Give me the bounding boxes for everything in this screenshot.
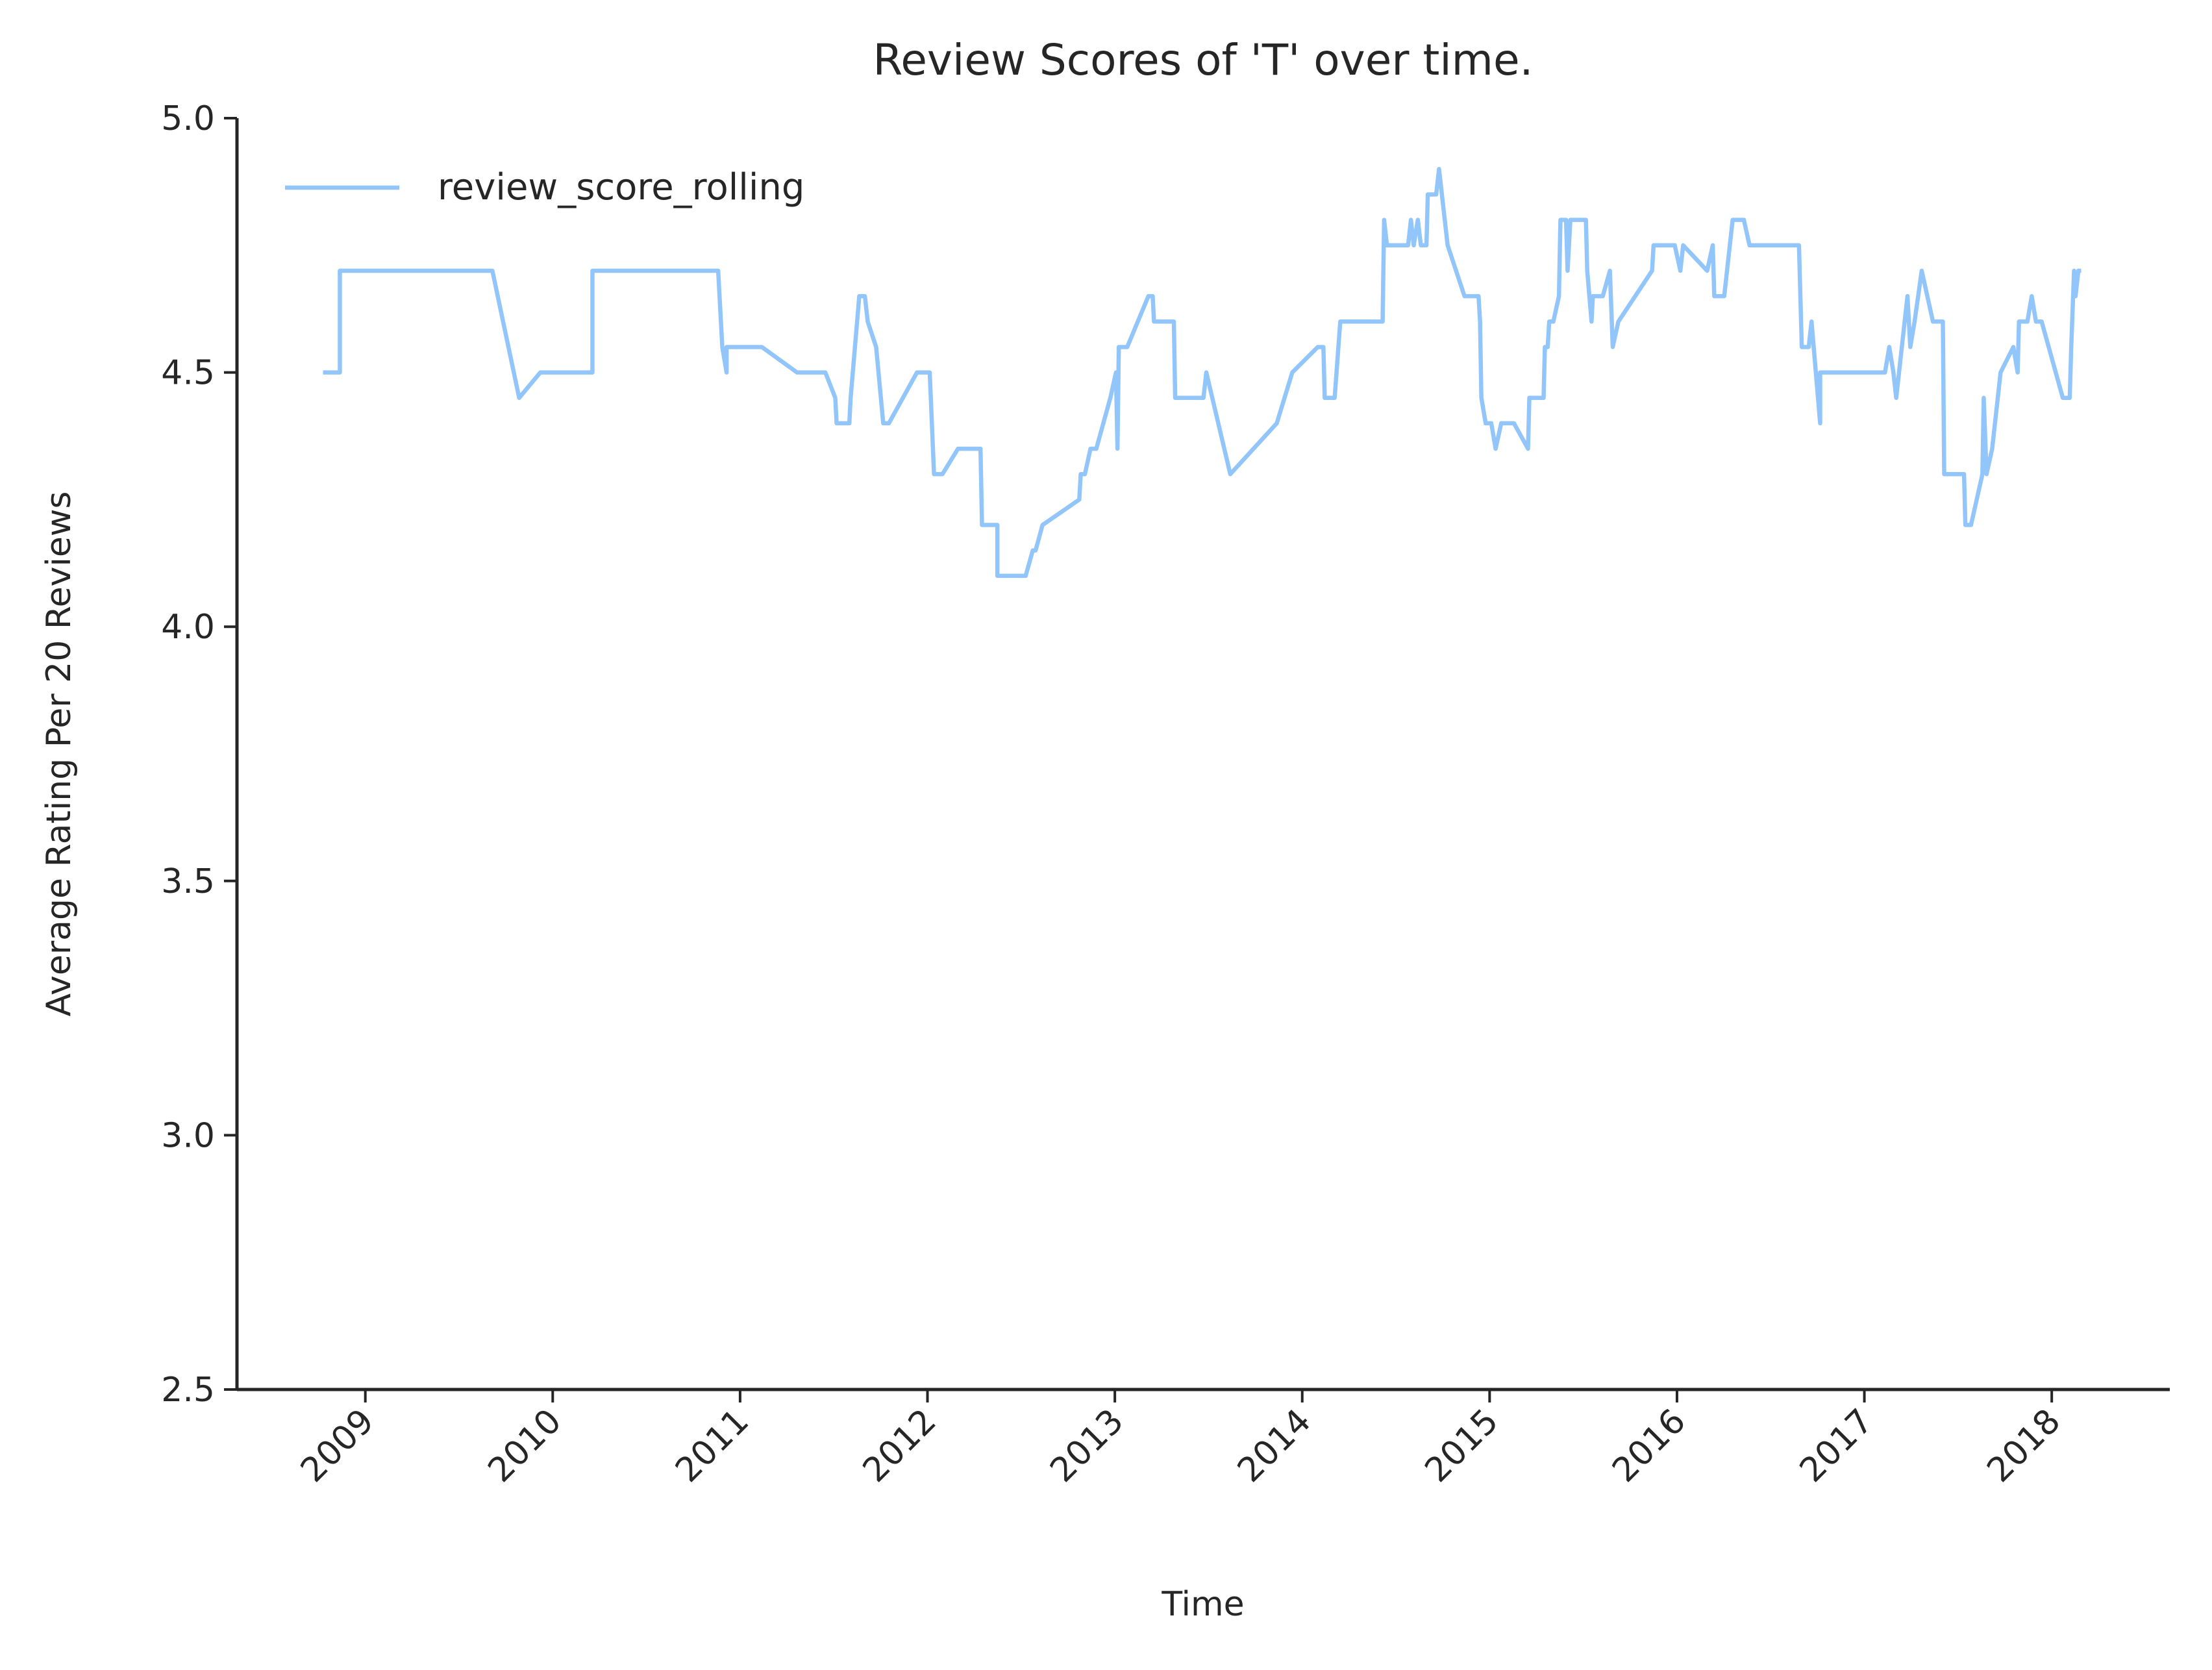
x-tick-label: 2017: [1793, 1402, 1881, 1490]
x-tick-label: 2012: [856, 1402, 944, 1490]
chart-title: Review Scores of 'T' over time.: [873, 35, 1533, 85]
y-tick-label: 4.0: [161, 608, 215, 647]
y-tick-label: 2.5: [161, 1371, 215, 1410]
data-line: [323, 167, 2082, 579]
x-tick-label: 2009: [293, 1402, 382, 1490]
y-tick-label: 3.5: [161, 862, 215, 901]
x-tick-label: 2010: [480, 1402, 569, 1490]
y-tick-label: 3.0: [161, 1116, 215, 1155]
x-tick-label: 2013: [1043, 1402, 1131, 1490]
x-axis-label: Time: [1161, 1585, 1244, 1624]
x-tick-label: 2018: [1980, 1402, 2068, 1490]
x-tick-label: 2016: [1605, 1402, 1693, 1490]
legend-label: review_score_rolling: [438, 166, 804, 208]
x-tick-label: 2014: [1230, 1402, 1319, 1490]
x-tick-label: 2011: [668, 1402, 756, 1490]
y-tick-label: 4.5: [161, 354, 215, 393]
y-tick-label: 5.0: [161, 99, 215, 138]
y-axis-label: Average Rating Per 20 Reviews: [40, 492, 79, 1017]
x-tick-label: 2015: [1418, 1402, 1506, 1490]
